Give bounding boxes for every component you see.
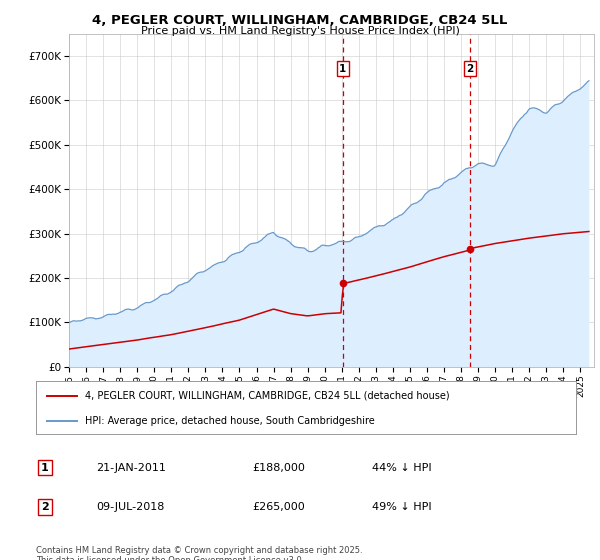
Text: £265,000: £265,000 [252,502,305,512]
Text: 4, PEGLER COURT, WILLINGHAM, CAMBRIDGE, CB24 5LL (detached house): 4, PEGLER COURT, WILLINGHAM, CAMBRIDGE, … [85,391,449,401]
Text: 2: 2 [466,64,473,73]
Text: HPI: Average price, detached house, South Cambridgeshire: HPI: Average price, detached house, Sout… [85,416,374,426]
Text: 44% ↓ HPI: 44% ↓ HPI [372,463,431,473]
Text: 1: 1 [41,463,49,473]
Text: £188,000: £188,000 [252,463,305,473]
Text: 21-JAN-2011: 21-JAN-2011 [96,463,166,473]
Text: 1: 1 [339,64,346,73]
Text: Price paid vs. HM Land Registry's House Price Index (HPI): Price paid vs. HM Land Registry's House … [140,26,460,36]
Text: 2: 2 [41,502,49,512]
Text: Contains HM Land Registry data © Crown copyright and database right 2025.
This d: Contains HM Land Registry data © Crown c… [36,546,362,560]
Text: 4, PEGLER COURT, WILLINGHAM, CAMBRIDGE, CB24 5LL: 4, PEGLER COURT, WILLINGHAM, CAMBRIDGE, … [92,14,508,27]
Text: 49% ↓ HPI: 49% ↓ HPI [372,502,431,512]
Text: 09-JUL-2018: 09-JUL-2018 [96,502,164,512]
